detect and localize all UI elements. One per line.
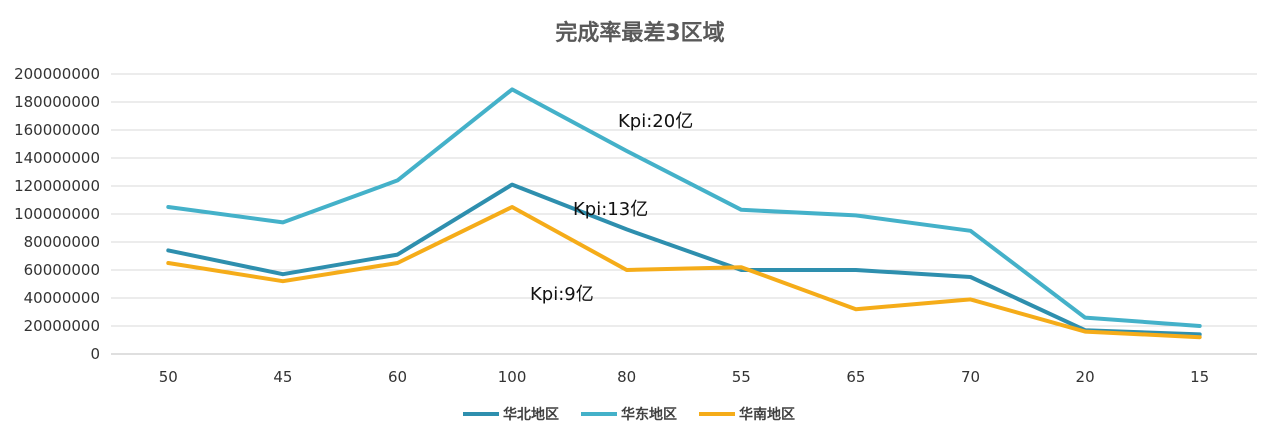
y-tick-label: 60000000 [24,261,100,279]
y-tick-label: 0 [90,345,100,363]
legend-label-1: 华东地区 [621,406,677,423]
annotation-kpi-13: Kpi:13亿 [573,199,648,220]
y-tick-label: 100000000 [14,205,100,223]
x-tick-label: 80 [617,368,636,386]
y-tick-label: 40000000 [24,289,100,307]
x-tick-label: 55 [732,368,751,386]
y-tick-label: 20000000 [24,317,100,335]
x-tick-label: 45 [273,368,292,386]
y-tick-label: 200000000 [14,65,100,83]
series-line-1 [166,87,1202,328]
y-axis-ticks: 0 20000000 40000000 60000000 80000000 1000000… [14,65,100,363]
legend-label-2: 华南地区 [739,406,795,423]
annotations: Kpi:20亿 Kpi:13亿 Kpi:9亿 [530,111,693,305]
legend-label-0: 华北地区 [503,406,559,423]
y-tick-label: 80000000 [24,233,100,251]
chart-title: 完成率最差3区域 [555,20,724,46]
x-tick-label: 50 [159,368,178,386]
y-tick-label: 180000000 [14,93,100,111]
series-line-0 [166,182,1202,337]
y-tick-label: 160000000 [14,121,100,139]
x-tick-label: 100 [498,368,527,386]
x-tick-label: 60 [388,368,407,386]
series-line-2 [166,205,1202,340]
annotation-kpi-9: Kpi:9亿 [530,284,594,305]
y-tick-label: 140000000 [14,149,100,167]
annotation-kpi-20: Kpi:20亿 [618,111,693,132]
x-axis-ticks: 50 45 60 100 80 55 65 70 20 15 [159,368,1209,386]
series-lines [166,87,1202,340]
x-tick-label: 65 [846,368,865,386]
x-tick-label: 70 [961,368,980,386]
y-tick-label: 120000000 [14,177,100,195]
legend: 华北地区 华东地区 华南地区 [463,406,795,423]
x-tick-label: 15 [1190,368,1209,386]
x-tick-label: 20 [1076,368,1095,386]
